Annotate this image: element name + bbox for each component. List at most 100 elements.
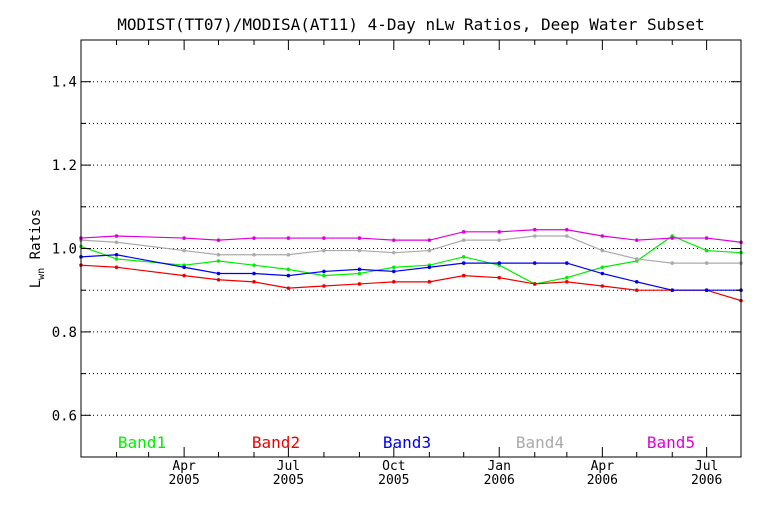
data-point (704, 236, 709, 240)
data-point (634, 288, 639, 293)
data-point (392, 269, 396, 274)
data-point (357, 271, 362, 276)
data-point (634, 238, 639, 242)
legend-entry-band5: Band5 (647, 433, 695, 452)
data-point (286, 252, 291, 257)
data-point (252, 263, 256, 267)
x-tick-month: Jul (695, 459, 718, 474)
x-tick-year: 2006 (484, 473, 515, 488)
x-tick-month: Apr (172, 459, 196, 474)
data-point (532, 282, 537, 286)
y-tick-label: 1.2 (52, 158, 77, 174)
data-point (182, 273, 186, 278)
data-point (114, 240, 119, 245)
y-axis-label-main: L (28, 280, 44, 288)
legend-entry-band1: Band1 (118, 433, 166, 452)
data-point (286, 267, 291, 272)
data-point (565, 275, 569, 280)
x-tick-month: Jan (487, 459, 510, 474)
data-point (286, 273, 291, 278)
data-point (497, 238, 502, 242)
data-point (461, 255, 466, 259)
data-point (532, 234, 537, 238)
y-tick-label: 0.8 (52, 325, 77, 341)
data-point (497, 230, 502, 234)
data-point (427, 238, 432, 242)
data-point (322, 284, 326, 288)
data-point (216, 252, 221, 257)
data-point (182, 236, 186, 240)
data-point (392, 265, 396, 270)
chart-title: MODIST(TT07)/MODISA(AT11) 4-Day nLw Rati… (117, 15, 705, 34)
data-point (322, 236, 326, 240)
series-band1 (79, 234, 743, 286)
data-point (252, 280, 256, 284)
data-point (322, 269, 326, 274)
data-point (600, 265, 605, 270)
data-point (461, 261, 466, 265)
data-point (704, 288, 709, 293)
series-band5 (79, 227, 743, 245)
data-point (216, 271, 221, 276)
series-band2 (79, 263, 743, 303)
axis-layer: 0.60.81.01.21.4Apr2005Jul2005Oct2005Jan2… (52, 40, 741, 488)
data-point (114, 257, 119, 261)
data-point (286, 286, 291, 290)
legend-entry-band3: Band3 (383, 433, 431, 452)
data-point (392, 238, 396, 242)
y-tick-label: 1.4 (52, 75, 77, 91)
grid-layer (81, 81, 741, 416)
data-point (252, 271, 256, 276)
y-axis-label-subscript: wn (36, 268, 47, 280)
data-point (600, 248, 605, 253)
data-point (427, 265, 432, 270)
data-point (357, 248, 362, 253)
x-tick-year: 2006 (587, 473, 618, 488)
series-band3 (79, 252, 743, 293)
data-point (322, 273, 326, 278)
data-point (392, 280, 396, 284)
plot-frame (80, 39, 742, 458)
data-point (357, 282, 362, 286)
x-tick-year: 2005 (168, 473, 199, 488)
x-tick-month: Jul (277, 459, 300, 474)
data-point (461, 238, 466, 242)
y-tick-label: 0.6 (52, 408, 77, 424)
x-tick-year: 2006 (691, 473, 722, 488)
data-point (704, 261, 709, 265)
data-point (216, 238, 221, 242)
data-point (634, 257, 639, 261)
data-point (565, 261, 569, 265)
data-point (252, 236, 256, 240)
data-point (427, 248, 432, 253)
y-tick-label: 1.0 (52, 242, 77, 258)
data-point (114, 265, 119, 270)
data-point (357, 267, 362, 272)
data-point (392, 250, 396, 255)
data-point (600, 234, 605, 238)
data-point (600, 284, 605, 288)
data-point (461, 273, 466, 278)
data-point (252, 252, 256, 257)
data-point (461, 230, 466, 234)
data-point (286, 236, 291, 240)
data-point (182, 248, 186, 253)
legend: Band1 Band2 Band3 Band4 Band5 (118, 433, 695, 452)
data-point (216, 259, 221, 263)
x-tick-year: 2005 (273, 473, 304, 488)
data-point (357, 236, 362, 240)
data-point (427, 280, 432, 284)
series-band4 (79, 234, 743, 265)
legend-entry-band4: Band4 (516, 433, 564, 452)
legend-entry-band2: Band2 (252, 433, 300, 452)
series-layer (79, 227, 743, 303)
y-axis-label: Lwn Ratios (28, 209, 47, 289)
data-point (670, 236, 675, 240)
data-point (497, 275, 502, 280)
data-point (634, 280, 639, 284)
data-point (114, 234, 119, 238)
data-point (532, 227, 537, 232)
data-point (182, 265, 186, 270)
data-point (670, 288, 675, 293)
